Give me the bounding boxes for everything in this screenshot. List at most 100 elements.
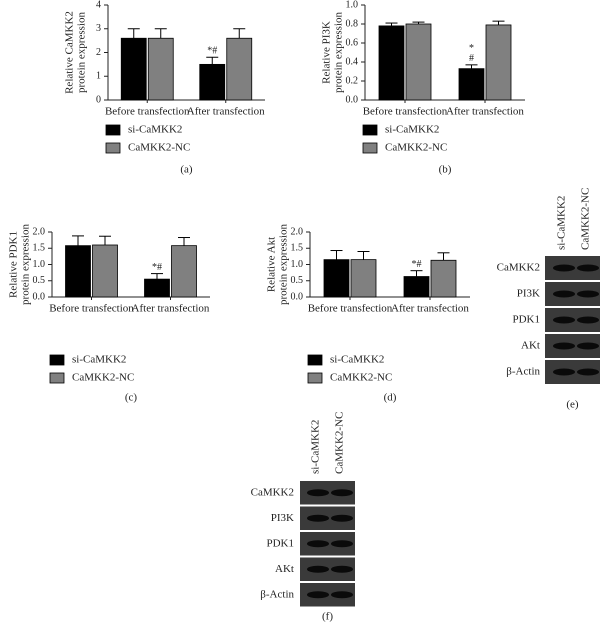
legend-swatch bbox=[307, 372, 323, 384]
bar bbox=[120, 37, 147, 101]
legend-swatch bbox=[105, 124, 121, 136]
band bbox=[577, 342, 599, 350]
bar bbox=[350, 259, 377, 298]
y-tick-label: 1.5 bbox=[291, 243, 304, 254]
significance-mark: *# bbox=[152, 262, 162, 273]
bar bbox=[323, 259, 350, 298]
row-label: AKt bbox=[275, 563, 294, 575]
x-tick-label: After transfection bbox=[132, 303, 210, 315]
row-label: β-Actin bbox=[506, 366, 540, 378]
legend-label: CaMKK2-NC bbox=[330, 372, 392, 384]
band bbox=[307, 565, 329, 573]
row-label: PI3K bbox=[271, 512, 294, 524]
bar bbox=[485, 24, 512, 101]
bar bbox=[144, 278, 170, 298]
y-tick-label: 2.0 bbox=[291, 226, 304, 237]
significance-mark: *# bbox=[207, 46, 217, 57]
legend-label: si-CaMKK2 bbox=[128, 124, 182, 136]
band bbox=[331, 540, 353, 548]
panel-label: (d) bbox=[384, 392, 397, 404]
lane-label: CaMKK2-NC bbox=[334, 412, 346, 474]
x-tick-label: After transfection bbox=[187, 106, 265, 118]
y-tick-label: 2 bbox=[96, 47, 101, 58]
lane-label: si-CaMKK2 bbox=[556, 196, 568, 250]
y-tick-label: 1.0 bbox=[291, 259, 304, 270]
legend-label: CaMKK2-NC bbox=[128, 142, 190, 154]
x-tick-label: After transfection bbox=[446, 106, 524, 118]
y-tick-label: 0.5 bbox=[291, 275, 304, 286]
y-axis-title: Relative PI3K bbox=[321, 21, 333, 84]
y-axis-title: Relative PDK1 bbox=[8, 231, 20, 298]
band bbox=[307, 489, 329, 497]
band bbox=[553, 264, 575, 272]
y-axis-title: Relative Akt bbox=[266, 237, 278, 292]
panel-label: (e) bbox=[566, 399, 579, 411]
y-axis-title: protein expression bbox=[278, 224, 290, 305]
legend-label: si-CaMKK2 bbox=[385, 124, 439, 136]
y-tick-label: 3 bbox=[96, 23, 101, 34]
band bbox=[331, 489, 353, 497]
y-tick-label: 0.4 bbox=[346, 56, 359, 67]
y-axis-title: protein expression bbox=[333, 12, 345, 93]
row-label: CaMKK2 bbox=[251, 486, 294, 498]
legend-label: CaMKK2-NC bbox=[385, 142, 447, 154]
y-tick-label: 0.6 bbox=[346, 37, 359, 48]
y-axis-title: Relative CaMKK2 bbox=[64, 11, 76, 94]
band bbox=[331, 514, 353, 522]
band bbox=[307, 591, 329, 599]
significance-mark: * bbox=[469, 43, 474, 54]
bar bbox=[92, 244, 118, 298]
bar bbox=[171, 245, 197, 298]
row-label: AKt bbox=[521, 340, 540, 352]
band bbox=[577, 316, 599, 324]
band bbox=[307, 540, 329, 548]
panel-label: (a) bbox=[180, 164, 193, 176]
legend-label: si-CaMKK2 bbox=[72, 354, 126, 366]
legend-swatch bbox=[49, 372, 65, 384]
bar bbox=[378, 25, 405, 101]
x-tick-label: Before transfection bbox=[308, 303, 393, 315]
band bbox=[331, 565, 353, 573]
band bbox=[553, 290, 575, 298]
band bbox=[553, 316, 575, 324]
y-tick-label: 0.5 bbox=[33, 275, 46, 286]
y-tick-label: 1.0 bbox=[33, 259, 46, 270]
band bbox=[553, 342, 575, 350]
bar bbox=[226, 37, 253, 101]
bar bbox=[458, 68, 485, 101]
x-tick-label: Before transfection bbox=[105, 106, 190, 118]
significance-mark: *# bbox=[412, 259, 422, 270]
bar bbox=[403, 276, 430, 298]
bar bbox=[199, 63, 226, 101]
x-tick-label: After transfection bbox=[391, 303, 469, 315]
bar bbox=[405, 23, 432, 101]
y-tick-label: 2.0 bbox=[33, 226, 46, 237]
y-tick-label: 0.0 bbox=[346, 94, 359, 105]
legend-swatch bbox=[49, 354, 65, 366]
bar bbox=[65, 245, 91, 298]
band bbox=[331, 591, 353, 599]
lane-label: CaMKK2-NC bbox=[580, 188, 592, 250]
band bbox=[577, 264, 599, 272]
band bbox=[553, 368, 575, 376]
panel-label: (f) bbox=[322, 611, 333, 623]
legend-swatch bbox=[362, 142, 378, 154]
bar bbox=[430, 259, 457, 298]
y-tick-label: 0.0 bbox=[33, 291, 46, 302]
y-tick-label: 1 bbox=[96, 71, 101, 82]
legend-swatch bbox=[362, 124, 378, 136]
row-label: PI3K bbox=[517, 288, 540, 300]
row-label: β-Actin bbox=[260, 588, 294, 600]
row-label: PDK1 bbox=[512, 314, 540, 326]
y-tick-label: 0.2 bbox=[346, 75, 359, 86]
y-tick-label: 0.8 bbox=[346, 18, 359, 29]
legend-swatch bbox=[307, 354, 323, 366]
panel-label: (c) bbox=[125, 392, 138, 404]
band bbox=[577, 290, 599, 298]
y-axis-title: protein expression bbox=[20, 224, 32, 305]
y-axis-title: protein expression bbox=[76, 12, 88, 93]
band bbox=[577, 368, 599, 376]
row-label: CaMKK2 bbox=[497, 262, 540, 274]
row-label: PDK1 bbox=[266, 537, 294, 549]
